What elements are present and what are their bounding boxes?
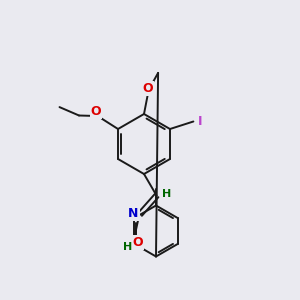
Text: H: H bbox=[123, 242, 132, 252]
Text: O: O bbox=[91, 105, 101, 119]
Text: I: I bbox=[198, 115, 202, 128]
Text: O: O bbox=[142, 82, 153, 95]
Text: N: N bbox=[128, 207, 139, 220]
Text: H: H bbox=[163, 189, 172, 199]
Text: O: O bbox=[132, 236, 143, 249]
